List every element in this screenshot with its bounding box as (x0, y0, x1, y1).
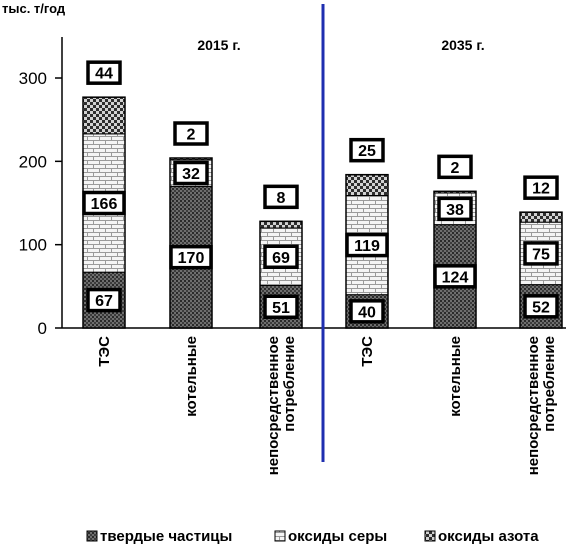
bar-outline (519, 211, 563, 329)
y-tick-label: 300 (19, 69, 47, 88)
data-label: 25 (358, 143, 376, 160)
category-label: непосредственное (525, 336, 542, 475)
legend-swatch (274, 530, 286, 542)
data-label-box (86, 60, 122, 85)
data-label-box (437, 196, 473, 222)
bar-outline (259, 220, 303, 329)
category-label: котельные (183, 336, 200, 417)
unit-label: тыс. т/год (2, 1, 66, 16)
data-label: 2 (187, 127, 196, 144)
category-label: ТЭС (96, 336, 113, 367)
data-label-box (173, 121, 209, 146)
period-label: 2035 г. (441, 37, 484, 53)
data-label-box (345, 232, 389, 258)
category-label: непосредственное (265, 336, 282, 475)
data-label: 8 (277, 190, 286, 207)
data-label: 51 (272, 300, 290, 317)
category-label: потребление (281, 336, 298, 432)
data-label-box (433, 264, 477, 289)
category-label: потребление (541, 336, 558, 432)
legend-swatch (424, 530, 436, 542)
data-label-box (263, 184, 299, 210)
legend-label: оксиды серы (288, 528, 387, 545)
bar-segment (82, 96, 126, 135)
data-label: 32 (182, 166, 200, 183)
data-label: 124 (442, 269, 469, 286)
data-label: 38 (446, 202, 464, 219)
data-label: 40 (358, 304, 376, 321)
data-label: 75 (532, 246, 550, 263)
data-label: 119 (354, 238, 380, 255)
bar-outline (169, 157, 213, 329)
data-label: 2 (451, 160, 460, 177)
data-label-box (263, 244, 299, 270)
data-label-box (523, 294, 559, 319)
data-label-box (82, 190, 126, 216)
legend-swatch (86, 530, 98, 542)
bar-outline (433, 190, 477, 329)
data-label-box (86, 287, 122, 313)
y-tick-label: 200 (19, 152, 47, 171)
data-label-box (437, 154, 473, 180)
data-label: 170 (178, 250, 205, 267)
y-tick-label: 0 (38, 319, 47, 338)
data-label: 67 (95, 293, 113, 310)
legend-label: оксиды азота (438, 528, 539, 545)
legend-label: твердые частицы (100, 528, 232, 545)
data-label-box (173, 160, 209, 186)
period-label: 2015 г. (197, 37, 240, 53)
y-tick-label: 100 (19, 236, 47, 255)
data-label: 12 (532, 181, 550, 198)
bar-segment (345, 174, 389, 197)
data-label-box (263, 294, 299, 320)
bar-segment (259, 220, 303, 229)
data-label-box (523, 175, 559, 200)
category-label: котельные (447, 336, 464, 417)
data-label-box (349, 137, 385, 163)
data-label-box (523, 241, 559, 266)
data-label-box (169, 244, 213, 270)
bar-segment (519, 211, 563, 223)
category-label: ТЭС (359, 336, 376, 367)
data-label: 44 (95, 66, 113, 83)
data-label: 69 (272, 250, 290, 267)
data-label: 166 (91, 196, 118, 213)
data-label-box (349, 299, 385, 324)
data-label: 52 (532, 299, 550, 316)
